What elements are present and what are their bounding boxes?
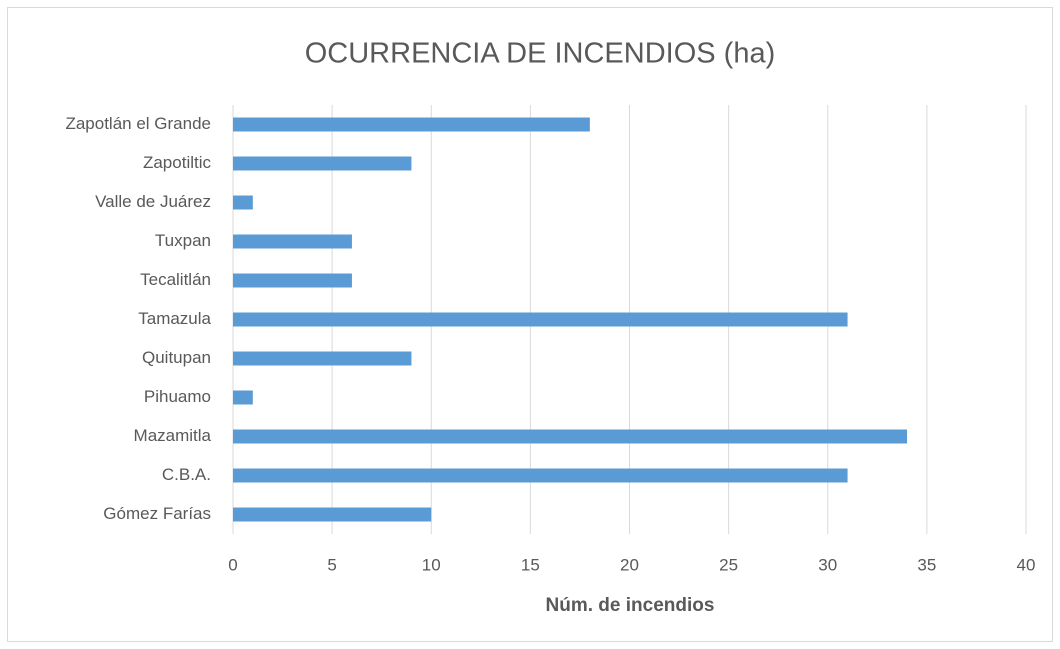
x-tick-label: 0 xyxy=(228,555,237,574)
x-axis-title: Núm. de incendios xyxy=(546,595,715,616)
y-tick-label: Zapotiltic xyxy=(143,153,212,172)
x-tick-label: 30 xyxy=(818,555,837,574)
x-tick-label: 15 xyxy=(521,555,540,574)
bar xyxy=(233,117,590,132)
bar xyxy=(233,273,352,288)
y-tick-label: Valle de Juárez xyxy=(95,192,211,211)
y-tick-label: Quitupan xyxy=(142,348,211,367)
x-tick-label: 10 xyxy=(422,555,441,574)
chart-title: OCURRENCIA DE INCENDIOS (ha) xyxy=(305,38,776,70)
bar xyxy=(233,312,848,327)
bar xyxy=(233,234,352,249)
y-tick-label: Gómez Farías xyxy=(103,504,211,523)
y-tick-label: Tamazula xyxy=(138,309,211,328)
bar xyxy=(233,195,253,210)
y-tick-label: C.B.A. xyxy=(162,465,211,484)
bar xyxy=(233,156,412,171)
y-tick-label: Mazamitla xyxy=(134,426,212,445)
x-tick-label: 40 xyxy=(1017,555,1036,574)
bar xyxy=(233,468,848,483)
y-tick-label: Tecalitlán xyxy=(140,270,211,289)
x-tick-label: 35 xyxy=(917,555,936,574)
x-tick-label: 5 xyxy=(327,555,336,574)
y-tick-label: Pihuamo xyxy=(144,387,211,406)
bar xyxy=(233,507,432,522)
y-tick-label: Zapotlán el Grande xyxy=(65,114,211,133)
bar xyxy=(233,429,908,444)
bar xyxy=(233,390,253,405)
x-tick-label: 20 xyxy=(620,555,639,574)
bar xyxy=(233,351,412,366)
x-tick-label: 25 xyxy=(719,555,738,574)
y-tick-label: Tuxpan xyxy=(155,231,211,250)
